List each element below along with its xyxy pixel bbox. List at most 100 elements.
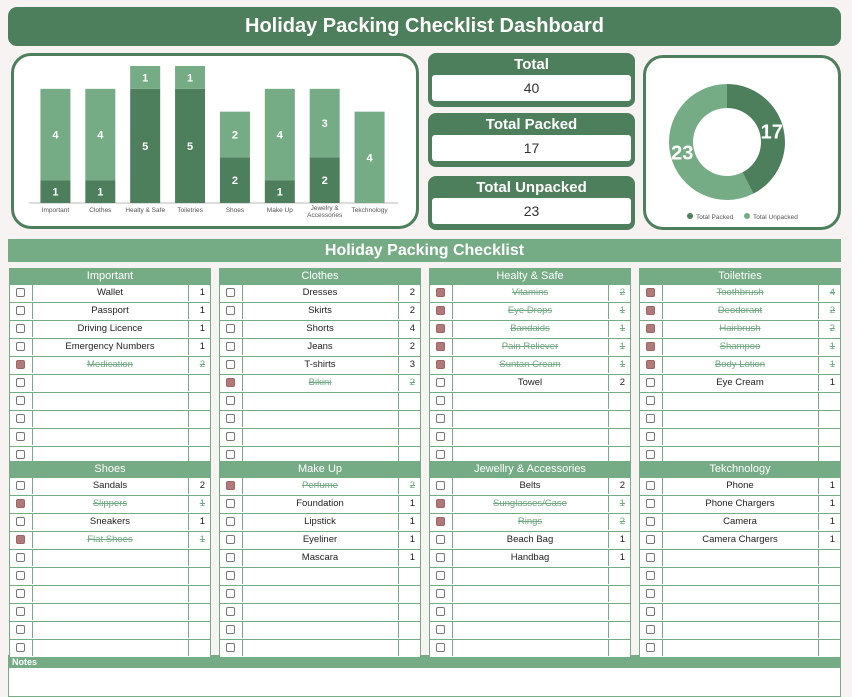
checkbox[interactable] (646, 306, 655, 315)
checkbox[interactable] (646, 607, 655, 616)
checkbox[interactable] (436, 432, 445, 441)
checkbox[interactable] (226, 324, 235, 333)
checkbox[interactable] (646, 288, 655, 297)
checkbox[interactable] (226, 499, 235, 508)
checkbox[interactable] (16, 481, 25, 490)
checkbox[interactable] (16, 432, 25, 441)
checkbox[interactable] (646, 643, 655, 652)
checkbox[interactable] (436, 517, 445, 526)
checkbox[interactable] (16, 499, 25, 508)
checkbox[interactable] (16, 414, 25, 423)
checkbox[interactable] (226, 589, 235, 598)
checkbox[interactable] (436, 481, 445, 490)
checkbox[interactable] (646, 324, 655, 333)
checkbox[interactable] (226, 571, 235, 580)
checkbox[interactable] (16, 553, 25, 562)
checkbox[interactable] (646, 378, 655, 387)
checkbox[interactable] (16, 571, 25, 580)
item-qty: 4 (829, 287, 835, 298)
checkbox[interactable] (436, 625, 445, 634)
checkbox[interactable] (16, 396, 25, 405)
item-cell-border (188, 496, 189, 512)
checkbox[interactable] (16, 450, 25, 459)
checkbox[interactable] (16, 378, 25, 387)
checkbox[interactable] (226, 481, 235, 490)
checkbox[interactable] (226, 360, 235, 369)
checkbox[interactable] (436, 396, 445, 405)
checkbox[interactable] (646, 553, 655, 562)
checkbox[interactable] (16, 535, 25, 544)
checkbox[interactable] (16, 589, 25, 598)
checkbox[interactable] (646, 342, 655, 351)
checkbox[interactable] (646, 535, 655, 544)
checklist-row: Beach Bag 1 (429, 532, 631, 550)
checklist-row: Passport 1 (9, 303, 211, 321)
checkbox[interactable] (436, 607, 445, 616)
checkbox[interactable] (16, 517, 25, 526)
checkbox[interactable] (646, 414, 655, 423)
checklist-row (9, 622, 211, 640)
checkbox[interactable] (226, 432, 235, 441)
checkbox[interactable] (436, 306, 445, 315)
checkbox[interactable] (646, 432, 655, 441)
checkbox[interactable] (16, 324, 25, 333)
checkbox[interactable] (226, 553, 235, 562)
checkbox[interactable] (16, 360, 25, 369)
checkbox[interactable] (16, 607, 25, 616)
checklist-row: Phone Chargers 1 (639, 496, 841, 514)
checkbox[interactable] (226, 396, 235, 405)
checkbox[interactable] (646, 589, 655, 598)
checklist-row (9, 604, 211, 622)
item-cell-border (188, 568, 189, 584)
checkbox[interactable] (226, 378, 235, 387)
checkbox[interactable] (226, 288, 235, 297)
checkbox[interactable] (16, 288, 25, 297)
checkbox[interactable] (436, 643, 445, 652)
checkbox[interactable] (436, 324, 445, 333)
checkbox[interactable] (436, 288, 445, 297)
checkbox[interactable] (646, 517, 655, 526)
checklist-row (9, 411, 211, 429)
checklist-row (9, 640, 211, 658)
checkbox[interactable] (436, 535, 445, 544)
checkbox[interactable] (436, 589, 445, 598)
checkbox[interactable] (436, 342, 445, 351)
item-qty: 1 (829, 359, 835, 370)
checkbox[interactable] (226, 517, 235, 526)
checkbox[interactable] (16, 306, 25, 315)
item-qty: 1 (199, 534, 205, 545)
checkbox[interactable] (436, 360, 445, 369)
item-cell-border (188, 478, 189, 494)
checkbox[interactable] (436, 378, 445, 387)
checkbox[interactable] (226, 643, 235, 652)
check-cell (430, 303, 453, 319)
item-name: Phone Chargers (705, 498, 775, 509)
checkbox[interactable] (226, 625, 235, 634)
checkbox[interactable] (226, 535, 235, 544)
checkbox[interactable] (436, 450, 445, 459)
checkbox[interactable] (436, 414, 445, 423)
checkbox[interactable] (226, 306, 235, 315)
checkbox[interactable] (646, 396, 655, 405)
item-cell-border (608, 586, 609, 602)
checkbox[interactable] (646, 360, 655, 369)
checkbox[interactable] (436, 571, 445, 580)
checkbox[interactable] (16, 643, 25, 652)
checkbox[interactable] (16, 342, 25, 351)
checkbox[interactable] (646, 499, 655, 508)
item-qty: 1 (619, 498, 625, 509)
checkbox[interactable] (646, 625, 655, 634)
checkbox[interactable] (646, 571, 655, 580)
checkbox[interactable] (226, 342, 235, 351)
item-name: Suntan Cream (499, 359, 561, 370)
checkbox[interactable] (226, 414, 235, 423)
checkbox[interactable] (226, 450, 235, 459)
checkbox[interactable] (16, 625, 25, 634)
checklist-row: Driving Licence 1 (9, 321, 211, 339)
checkbox[interactable] (646, 450, 655, 459)
checkbox[interactable] (436, 499, 445, 508)
checkbox[interactable] (646, 481, 655, 490)
item-qty: 2 (619, 377, 625, 388)
checkbox[interactable] (226, 607, 235, 616)
checkbox[interactable] (436, 553, 445, 562)
